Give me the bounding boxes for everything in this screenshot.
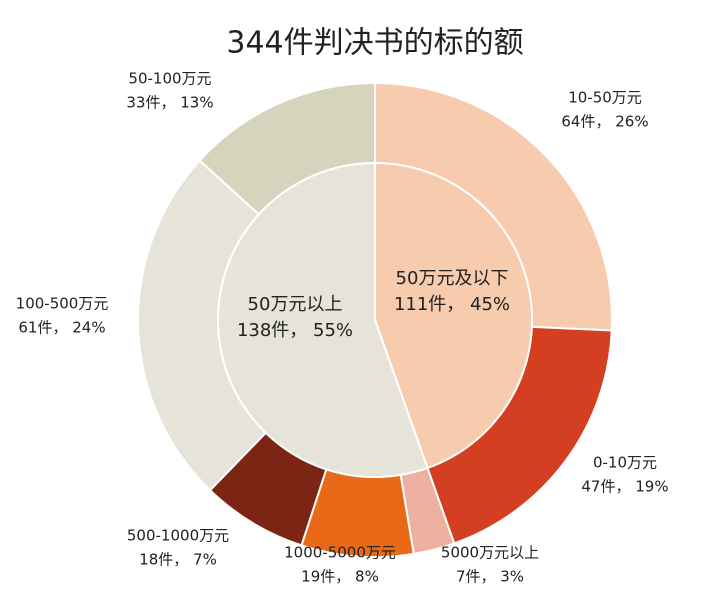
category-label: 50万元及以下 [396, 268, 509, 289]
value-label: 7件， 3% [456, 568, 524, 586]
pie-slice [217, 161, 429, 478]
category-label: 100-500万元 [16, 295, 109, 313]
value-label: 111件， 45% [394, 294, 510, 315]
category-label: 50万元以上 [248, 294, 343, 315]
category-label: 500-1000万元 [127, 527, 229, 545]
category-label: 0-10万元 [593, 454, 657, 472]
value-label: 18件， 7% [139, 551, 217, 569]
value-label: 19件， 8% [301, 568, 379, 586]
category-label: 5000万元以上 [441, 544, 539, 562]
category-label: 50-100万元 [128, 70, 211, 88]
chart-title: 344件判决书的标的额 [226, 26, 523, 61]
value-label: 138件， 55% [237, 320, 353, 341]
value-label: 64件， 26% [561, 113, 648, 131]
value-label: 47件， 19% [581, 478, 668, 496]
value-label: 33件， 13% [126, 94, 213, 112]
category-label: 1000-5000万元 [284, 544, 396, 562]
value-label: 61件， 24% [18, 319, 105, 337]
category-label: 10-50万元 [568, 89, 642, 107]
pie-slice [374, 161, 533, 470]
